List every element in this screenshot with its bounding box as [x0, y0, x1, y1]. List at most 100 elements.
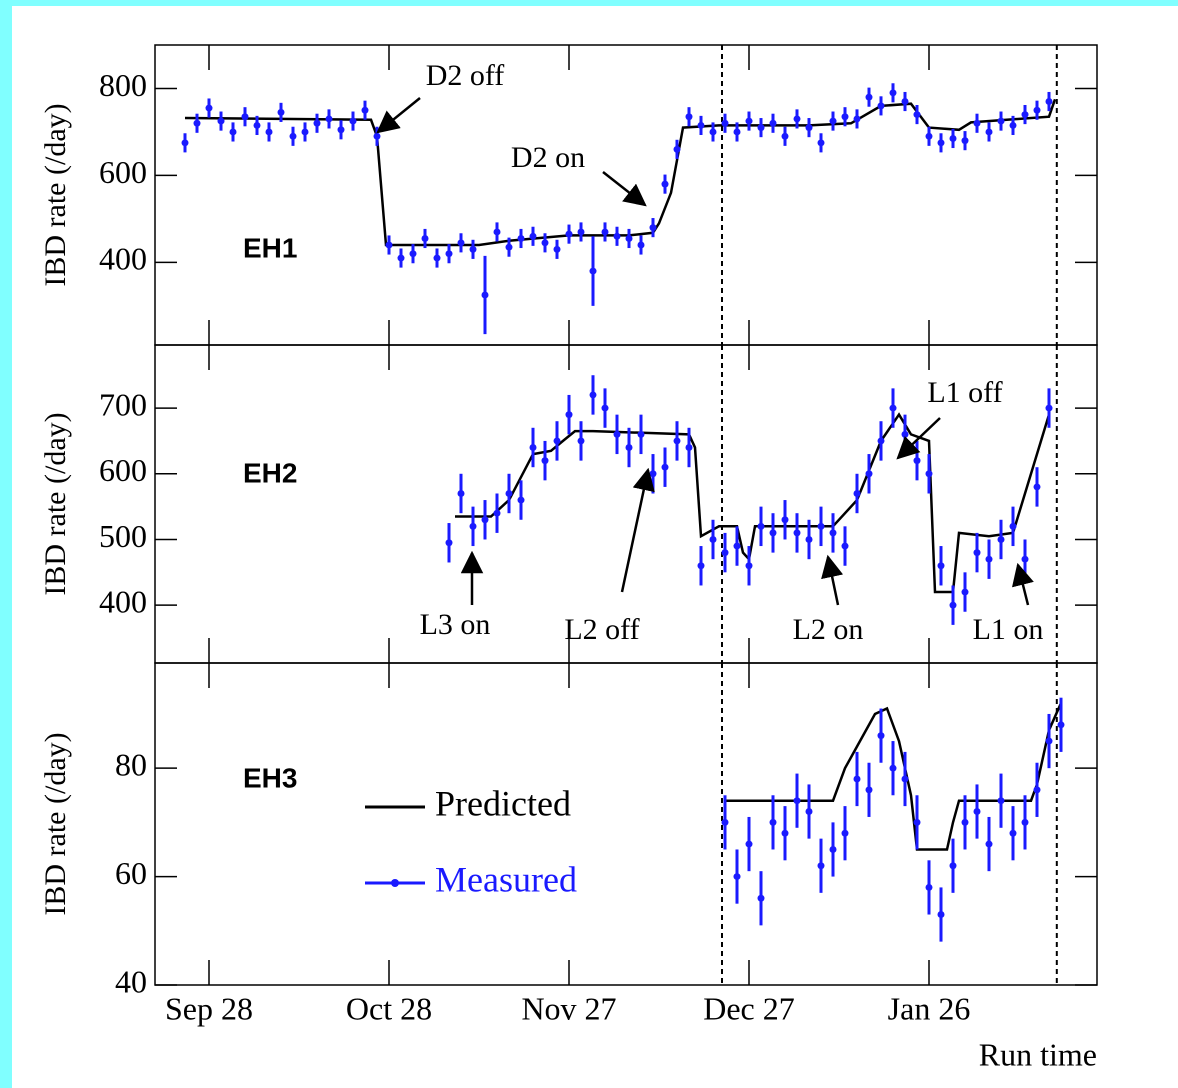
data-point	[829, 529, 837, 537]
legend-swatch	[391, 879, 399, 887]
data-point	[733, 128, 741, 136]
data-point	[325, 115, 333, 123]
data-point	[961, 588, 969, 596]
annotation: L1 on	[973, 613, 1044, 646]
data-point	[553, 245, 561, 253]
data-point	[277, 108, 285, 116]
data-point	[925, 470, 933, 478]
data-point	[685, 113, 693, 121]
data-point	[745, 562, 753, 570]
data-point	[205, 104, 213, 112]
data-point	[505, 243, 513, 251]
data-point	[649, 224, 657, 232]
data-point	[553, 437, 561, 445]
data-point	[733, 542, 741, 550]
data-point	[925, 883, 933, 891]
data-point	[217, 117, 225, 125]
data-point	[697, 121, 705, 129]
data-point	[805, 124, 813, 132]
data-point	[901, 775, 909, 783]
data-point	[481, 516, 489, 524]
data-point	[1057, 721, 1065, 729]
data-point	[661, 180, 669, 188]
data-point	[973, 549, 981, 557]
data-point	[721, 818, 729, 826]
predicted-line	[184, 98, 1057, 247]
data-point	[985, 128, 993, 136]
data-point	[409, 250, 417, 258]
data-point	[361, 106, 369, 114]
panel-label: EH1	[243, 232, 297, 263]
data-point	[829, 117, 837, 125]
data-point	[469, 522, 477, 530]
data-point	[673, 145, 681, 153]
data-point	[1009, 829, 1017, 837]
data-point	[349, 117, 357, 125]
y-tick-label: 800	[99, 67, 147, 103]
x-tick-label: Nov 27	[521, 990, 616, 1026]
x-tick-label: Dec 27	[703, 990, 795, 1026]
data-point	[265, 128, 273, 136]
x-tick-label: Sep 28	[165, 990, 253, 1026]
legend-label: Predicted	[435, 783, 571, 823]
data-point	[421, 234, 429, 242]
data-point	[925, 132, 933, 140]
data-point	[337, 126, 345, 134]
data-point	[637, 241, 645, 249]
data-point	[997, 535, 1005, 543]
data-point	[241, 113, 249, 121]
data-point	[757, 124, 765, 132]
data-point	[769, 818, 777, 826]
data-point	[433, 254, 441, 262]
data-point	[733, 873, 741, 881]
data-point	[181, 139, 189, 147]
y-tick-label: 60	[115, 855, 147, 891]
data-point	[841, 829, 849, 837]
data-point	[613, 430, 621, 438]
data-point	[841, 542, 849, 550]
data-point	[793, 797, 801, 805]
annotation: D2 off	[426, 59, 505, 92]
data-point	[1009, 121, 1017, 129]
data-point	[373, 132, 381, 140]
data-point	[457, 239, 465, 247]
data-point	[913, 457, 921, 465]
data-point	[877, 732, 885, 740]
data-point	[865, 470, 873, 478]
y-axis-label: IBD rate (/day)	[39, 412, 72, 595]
data-point	[589, 391, 597, 399]
data-point	[577, 437, 585, 445]
data-point	[781, 829, 789, 837]
data-point	[397, 254, 405, 262]
data-point	[757, 522, 765, 530]
data-point	[781, 132, 789, 140]
data-point	[193, 119, 201, 127]
data-point	[529, 232, 537, 240]
annotation: L1 off	[927, 376, 1002, 409]
data-point	[973, 808, 981, 816]
annotation-arrow	[896, 417, 941, 460]
annotation-arrow	[620, 467, 655, 593]
data-point	[445, 539, 453, 547]
y-tick-label: 80	[115, 747, 147, 783]
data-point	[541, 457, 549, 465]
data-point	[481, 291, 489, 299]
data-point	[253, 121, 261, 129]
data-point	[889, 764, 897, 772]
data-point	[1045, 98, 1053, 106]
x-axis-label: Run time	[979, 1036, 1097, 1072]
data-point	[817, 139, 825, 147]
legend-label: Measured	[435, 859, 577, 899]
data-point	[229, 128, 237, 136]
panel-label: EH2	[243, 457, 297, 488]
data-point	[457, 489, 465, 497]
data-point	[709, 128, 717, 136]
data-point	[997, 797, 1005, 805]
data-point	[385, 241, 393, 249]
data-point	[565, 411, 573, 419]
x-tick-label: Jan 26	[888, 990, 971, 1026]
data-point	[781, 516, 789, 524]
data-point	[961, 818, 969, 826]
data-point	[1009, 522, 1017, 530]
annotation-arrow	[376, 97, 421, 134]
